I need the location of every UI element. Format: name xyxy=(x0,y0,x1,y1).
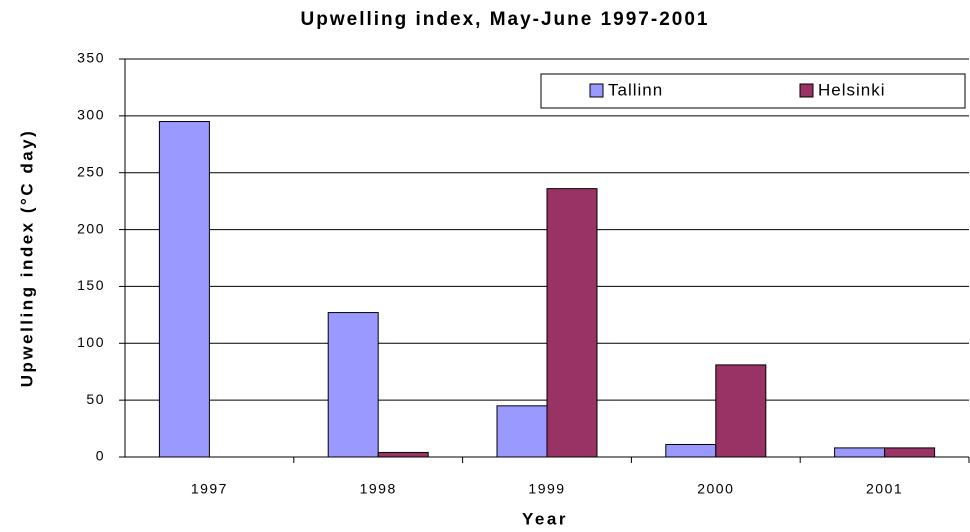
y-tick-label: 200 xyxy=(77,220,105,236)
bar xyxy=(546,188,598,458)
legend-label: Helsinki xyxy=(818,80,886,99)
y-tick-label: 250 xyxy=(77,163,105,179)
bar xyxy=(158,121,210,458)
bar xyxy=(715,364,767,458)
y-tick-label: 150 xyxy=(77,277,105,293)
y-tick-label: 300 xyxy=(77,107,105,123)
x-axis-label: Year xyxy=(522,509,568,528)
x-tick-label: 2001 xyxy=(866,481,903,497)
x-tick-label: 2000 xyxy=(697,481,734,497)
legend-box xyxy=(540,73,966,109)
x-tick-label: 1997 xyxy=(191,481,228,497)
bar xyxy=(327,312,379,458)
bar xyxy=(834,447,886,458)
legend-swatch xyxy=(799,83,814,98)
chart-title: Upwelling index, May-June 1997-2001 xyxy=(301,9,710,30)
y-tick-label: 50 xyxy=(86,391,105,407)
bar xyxy=(665,443,717,458)
y-axis-label: Upwelling index (°C day) xyxy=(17,129,36,388)
y-tick-label: 350 xyxy=(77,50,105,66)
x-tick-label: 1999 xyxy=(528,481,565,497)
legend-label: Tallinn xyxy=(608,80,663,99)
y-tick-label: 100 xyxy=(77,334,105,350)
bar xyxy=(496,405,548,458)
legend-swatch xyxy=(589,83,604,98)
bar xyxy=(377,451,429,458)
x-tick-label: 1998 xyxy=(360,481,397,497)
bar xyxy=(884,447,936,458)
y-tick-label: 0 xyxy=(96,448,105,464)
